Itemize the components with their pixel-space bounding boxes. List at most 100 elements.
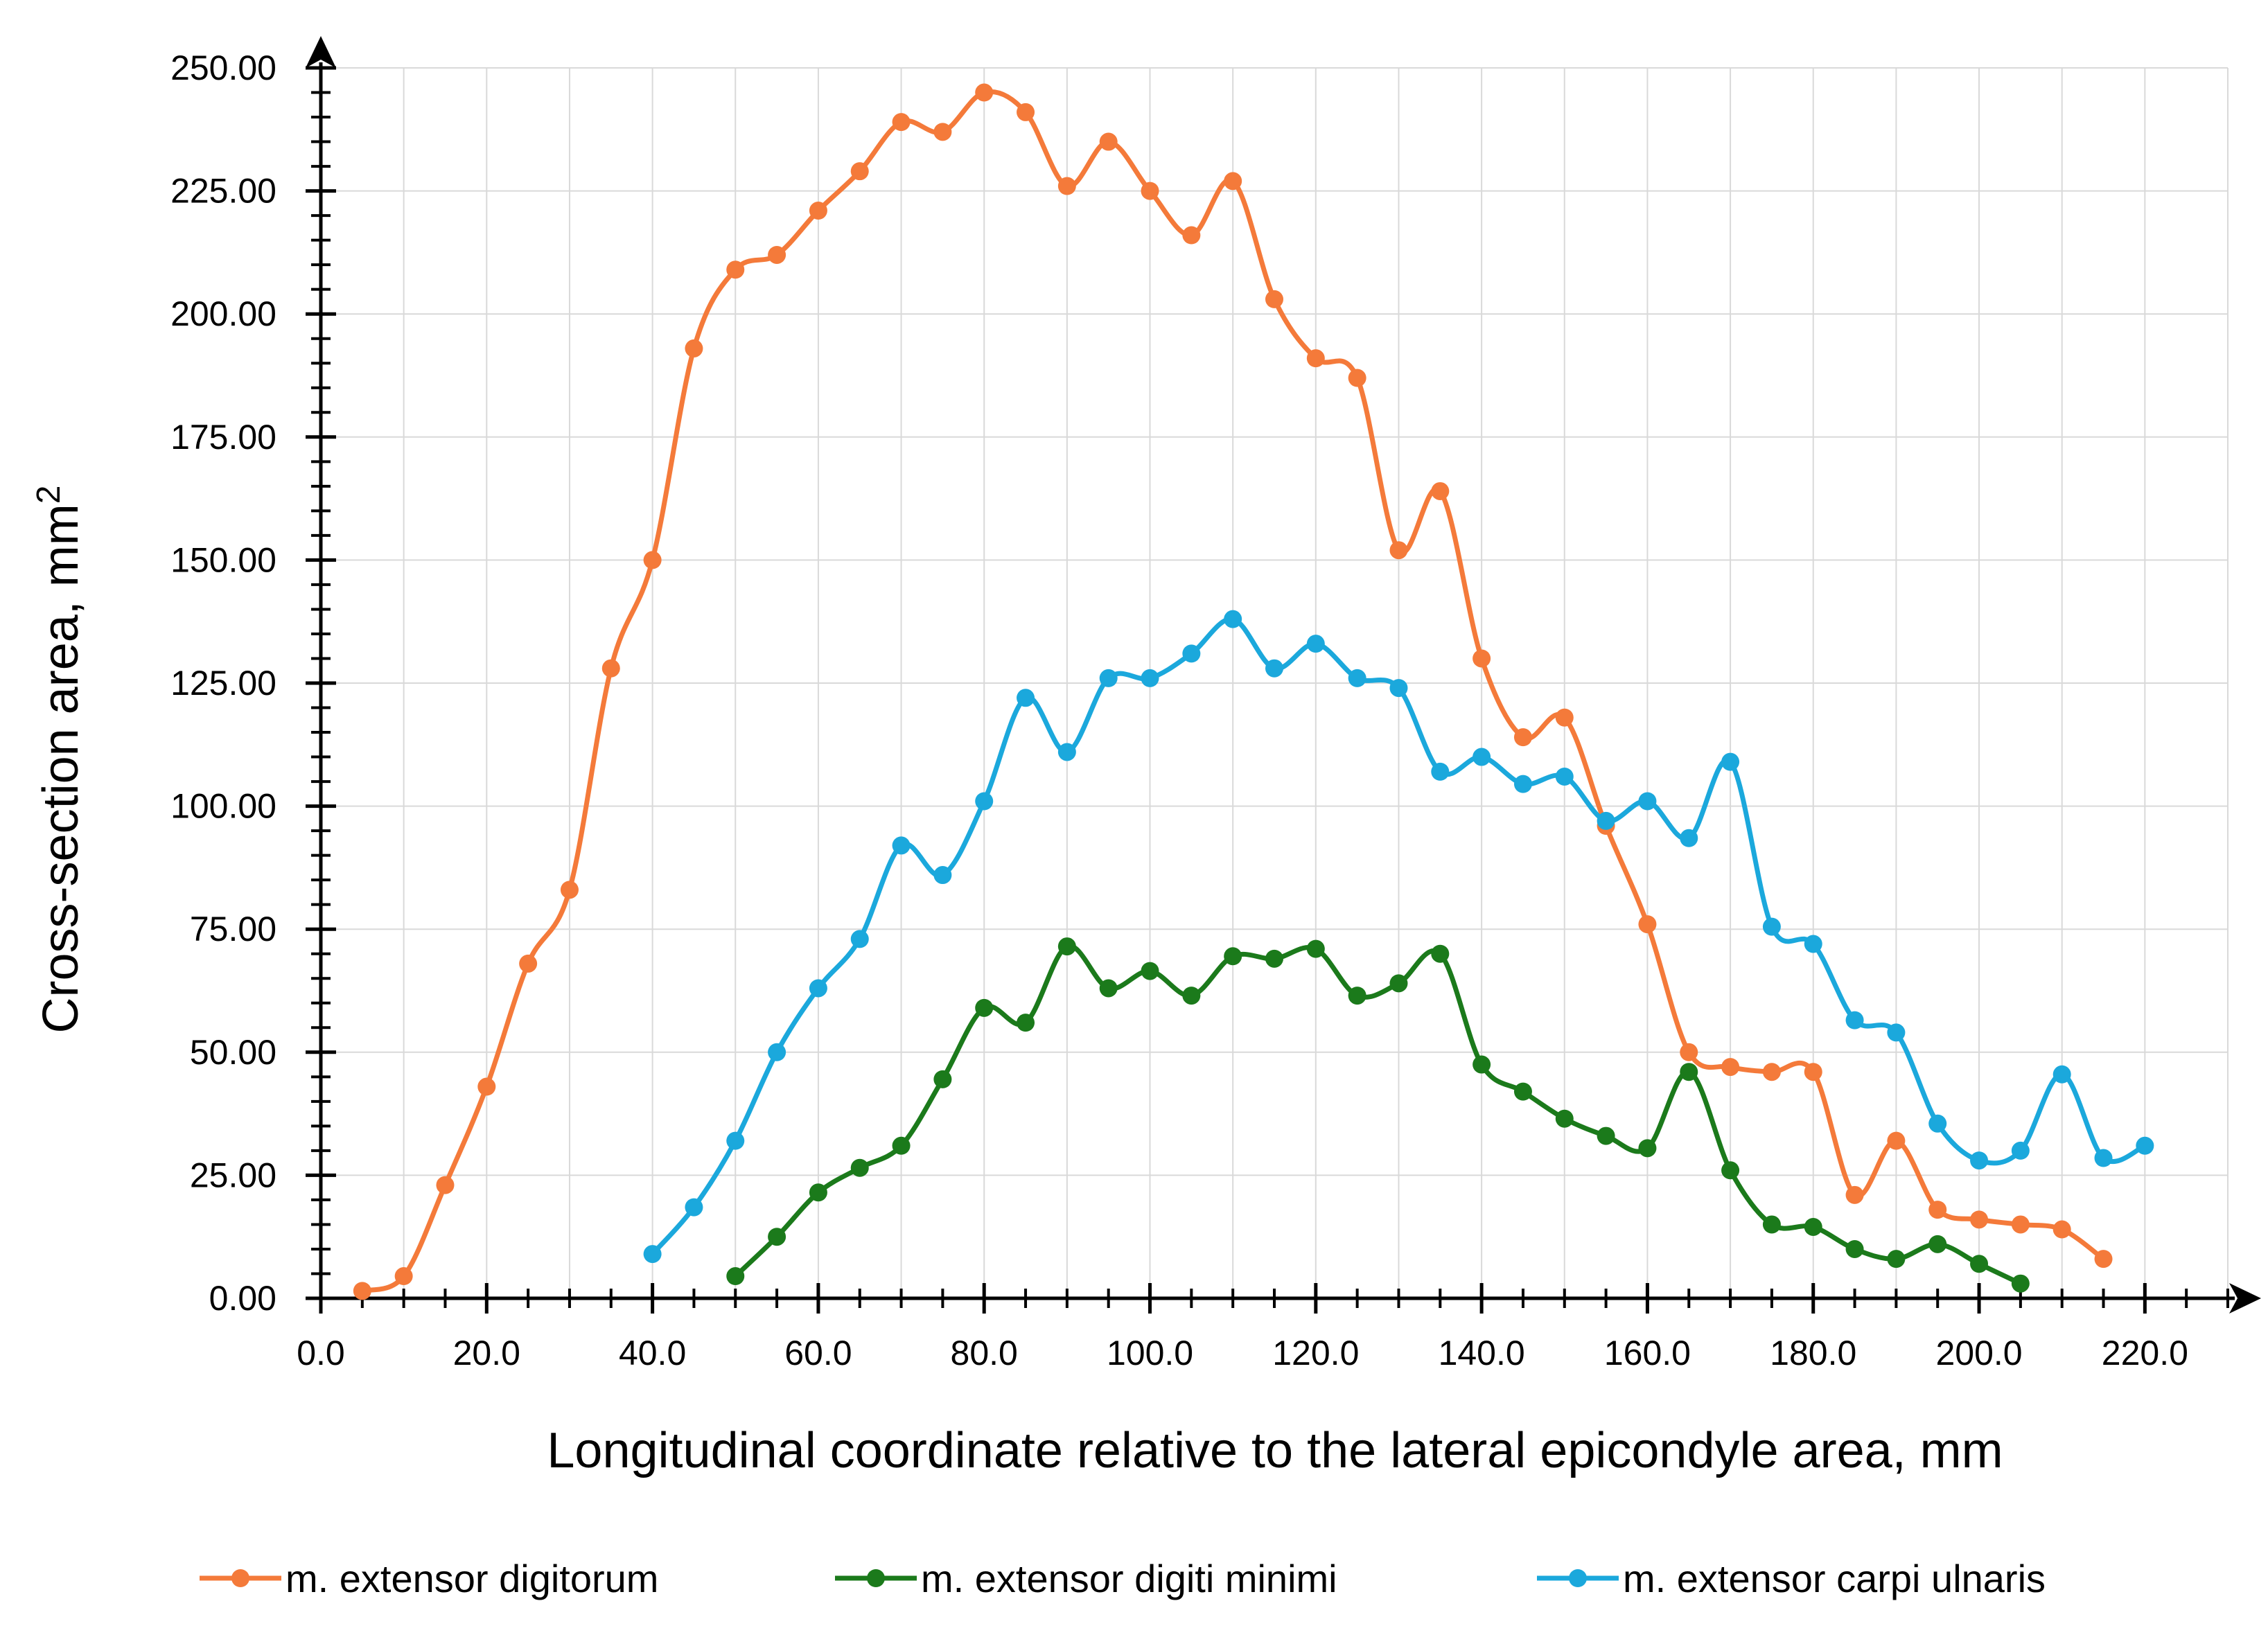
tick-labels: 0.0 20.0 40.0 60.0 80.0 100.0 120.0 140.0 160.0 1…: [170, 48, 2188, 1372]
y-tick-label: 175.00: [170, 418, 276, 457]
data-point: [1970, 1255, 1989, 1273]
y-tick-label: 75.00: [190, 910, 276, 948]
data-point: [1057, 937, 1076, 956]
data-point: [1017, 103, 1035, 121]
data-point: [1845, 1185, 1864, 1204]
data-point: [1680, 829, 1698, 847]
data-point: [477, 1077, 496, 1096]
legend-label: m. extensor digiti minimi: [921, 1557, 1337, 1600]
data-point: [1017, 689, 1035, 707]
data-point: [1887, 1023, 1906, 1042]
data-point: [2094, 1250, 2113, 1269]
data-point: [975, 83, 994, 102]
data-point: [1389, 679, 1408, 698]
x-tick-label: 140.0: [1439, 1334, 1525, 1372]
axes: [306, 36, 2261, 1314]
data-point: [1721, 1161, 1740, 1180]
x-tick-label: 40.0: [619, 1334, 686, 1372]
data-point: [1473, 1055, 1491, 1074]
data-point: [933, 123, 952, 141]
x-axis-title: Longitudinal coordinate relative to the …: [547, 1423, 2003, 1478]
data-point: [768, 245, 786, 264]
data-point: [850, 930, 869, 948]
y-tick-label: 0.00: [209, 1279, 276, 1318]
y-axis-title-superscript: 2: [30, 486, 67, 504]
data-point: [1265, 290, 1283, 308]
series-m-extensor-digiti-minimi: [726, 937, 2030, 1293]
data-point: [933, 1070, 952, 1088]
data-point: [850, 162, 869, 181]
data-point: [1141, 962, 1159, 980]
data-point: [1804, 1217, 1822, 1236]
data-point: [726, 260, 745, 279]
data-point: [1057, 743, 1076, 761]
data-point: [809, 1183, 827, 1202]
data-point: [1099, 132, 1118, 151]
data-point: [1513, 775, 1532, 793]
data-point: [1762, 1063, 1781, 1081]
data-point: [1513, 1082, 1532, 1101]
data-point: [850, 1158, 869, 1177]
data-point: [768, 1043, 786, 1061]
data-point: [1762, 917, 1781, 936]
data-point: [1099, 669, 1118, 687]
data-point: [353, 1282, 371, 1300]
data-point: [809, 979, 827, 998]
data-point: [1141, 669, 1159, 687]
data-point: [1887, 1250, 1906, 1269]
x-axis-arrow: [2229, 1283, 2261, 1314]
data-point: [1141, 182, 1159, 200]
data-point: [685, 1198, 703, 1217]
y-tick-label: 150.00: [170, 540, 276, 579]
x-tick-label: 0.0: [297, 1334, 345, 1372]
data-point: [1887, 1131, 1906, 1150]
data-point: [933, 866, 952, 885]
y-tick-label: 25.00: [190, 1156, 276, 1194]
data-point: [1638, 1139, 1657, 1158]
data-point: [1513, 728, 1532, 747]
legend-swatch-marker: [1569, 1569, 1587, 1587]
data-point: [1348, 669, 1366, 687]
y-tick-label: 125.00: [170, 664, 276, 702]
data-point: [1680, 1063, 1698, 1081]
legend-swatch-marker: [867, 1569, 885, 1587]
y-tick-label: 200.00: [170, 294, 276, 333]
data-point: [1473, 649, 1491, 668]
data-point: [601, 659, 620, 678]
data-point: [768, 1228, 786, 1246]
y-axis-arrow: [306, 36, 336, 68]
data-point: [1224, 610, 1242, 628]
data-point: [1224, 172, 1242, 191]
data-point: [1431, 944, 1450, 963]
data-point: [1473, 748, 1491, 766]
data-point: [2052, 1220, 2071, 1239]
data-point: [1306, 635, 1325, 653]
legend: m. extensor digitorum m. extensor digiti …: [200, 1557, 2046, 1600]
x-tick-label: 120.0: [1272, 1334, 1359, 1372]
data-point: [2136, 1136, 2154, 1155]
legend-item: m. extensor digiti minimi: [835, 1557, 1337, 1600]
data-point: [1182, 987, 1201, 1005]
data-point: [436, 1176, 455, 1194]
data-point: [1597, 1126, 1615, 1145]
data-point: [643, 1245, 662, 1264]
data-point: [726, 1131, 745, 1150]
x-tick-label: 160.0: [1604, 1334, 1691, 1372]
data-point: [975, 792, 994, 811]
series-layer: [353, 83, 2154, 1300]
data-point: [643, 551, 662, 569]
data-point: [1306, 349, 1325, 368]
data-point: [1017, 1014, 1035, 1032]
data-point: [809, 202, 827, 220]
data-point: [519, 954, 538, 973]
data-point: [1721, 752, 1740, 771]
data-point: [2052, 1065, 2071, 1084]
data-point: [1845, 1011, 1864, 1029]
data-point: [1638, 915, 1657, 934]
data-point: [1555, 1109, 1574, 1128]
data-point: [892, 1136, 911, 1155]
data-point: [1845, 1239, 1864, 1258]
data-point: [1265, 949, 1283, 968]
data-point: [1970, 1210, 1989, 1229]
data-point: [1182, 226, 1201, 245]
